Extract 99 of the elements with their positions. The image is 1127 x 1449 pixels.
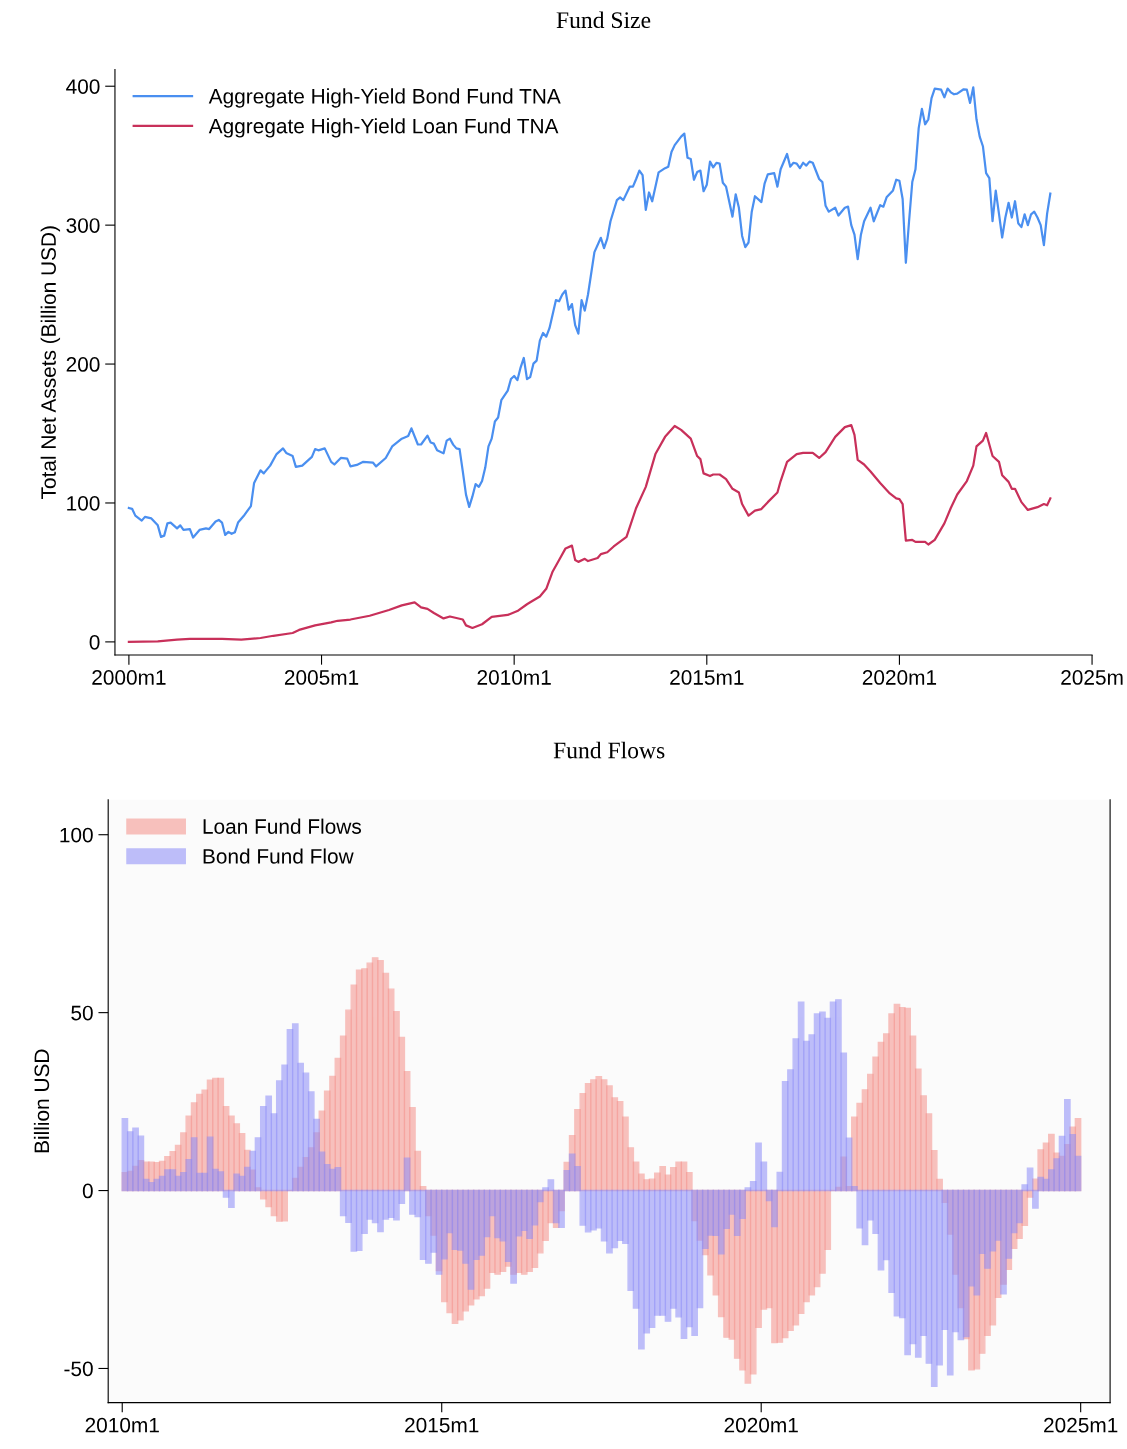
- bar: [691, 1189, 698, 1337]
- bar: [579, 1189, 587, 1226]
- chart-title: Fund Flows: [553, 741, 665, 759]
- bar: [478, 1189, 486, 1256]
- bar: [675, 1189, 683, 1318]
- x-tick-label: 2005m1: [284, 670, 359, 685]
- legend-label: Aggregate High-Yield Bond Fund TNA: [208, 88, 561, 108]
- bar: [169, 1169, 177, 1192]
- bar: [345, 1189, 352, 1223]
- bar: [526, 1189, 533, 1239]
- bar: [792, 1038, 800, 1192]
- bar: [904, 1007, 911, 1192]
- y-tick-label: 100: [60, 827, 93, 843]
- bar: [233, 1173, 241, 1192]
- y-tick-label: 0: [82, 1183, 93, 1199]
- bar: [936, 1178, 943, 1192]
- bar: [398, 1036, 406, 1192]
- bar: [313, 1118, 320, 1192]
- bar: [1016, 1189, 1023, 1224]
- x-tick-label: 2025m1: [1044, 1417, 1118, 1433]
- bar: [595, 1189, 603, 1229]
- bar: [973, 1189, 981, 1296]
- y-tick-label: 0: [89, 634, 100, 650]
- bar: [574, 1166, 581, 1192]
- bar: [217, 1171, 225, 1192]
- y-tick-label: -50: [64, 1361, 93, 1377]
- bar: [536, 1189, 544, 1203]
- y-tick-label: 100: [67, 495, 100, 511]
- bar: [1021, 1184, 1029, 1192]
- bar: [137, 1135, 145, 1192]
- bar: [382, 972, 390, 1192]
- bar: [904, 1189, 911, 1356]
- bar: [723, 1189, 730, 1229]
- line-series: [127, 424, 1052, 643]
- legend-label: Bond Fund Flow: [203, 848, 354, 864]
- x-tick-label: 2010m1: [85, 1417, 159, 1433]
- bar: [558, 1189, 565, 1228]
- bar: [707, 1189, 714, 1236]
- x-tick-label: 2020m1: [862, 670, 937, 685]
- bar: [824, 1189, 832, 1250]
- bar: [398, 1189, 406, 1205]
- bar: [760, 1161, 768, 1192]
- bar: [659, 1189, 667, 1316]
- bar: [1064, 1099, 1071, 1192]
- line-series: [127, 86, 1052, 539]
- bar: [627, 1147, 635, 1192]
- y-axis-title: Total Net Assets (Billion USD): [40, 226, 61, 499]
- bar: [393, 1189, 400, 1221]
- bar: [808, 1189, 816, 1296]
- bar: [430, 1189, 438, 1253]
- bar: [249, 1150, 257, 1192]
- bar: [952, 1189, 959, 1333]
- bar: [265, 1095, 273, 1192]
- bar: [856, 1189, 864, 1229]
- bar: [132, 1127, 139, 1192]
- bar: [414, 1150, 422, 1192]
- y-tick-label: 50: [71, 1005, 93, 1021]
- chart-title: Fund Size: [556, 11, 651, 29]
- bar: [228, 1189, 235, 1208]
- bar: [542, 1187, 549, 1192]
- bar: [281, 1189, 288, 1222]
- y-tick-label: 200: [66, 357, 100, 372]
- bar: [627, 1189, 635, 1291]
- bar: [771, 1189, 778, 1228]
- bar: [840, 1052, 848, 1192]
- bar: [845, 1137, 853, 1192]
- bar: [1026, 1167, 1034, 1192]
- bar: [1037, 1176, 1045, 1192]
- y-tick-label: 400: [66, 79, 100, 94]
- bar: [739, 1189, 746, 1220]
- legend-label: Loan Fund Flows: [203, 818, 361, 834]
- bar: [930, 1150, 938, 1192]
- bar: [872, 1189, 880, 1234]
- bar: [547, 1179, 555, 1192]
- bar: [659, 1166, 667, 1192]
- bar: [382, 1189, 390, 1220]
- x-tick-label: 2015m1: [670, 670, 744, 685]
- bar: [851, 1185, 858, 1192]
- bar: [462, 1189, 470, 1264]
- bar: [989, 1189, 997, 1252]
- bar: [792, 1189, 800, 1326]
- x-tick-label: 2020m1: [724, 1417, 798, 1433]
- bar: [643, 1189, 651, 1334]
- bar: [611, 1189, 619, 1249]
- x-tick-label: 2000m1: [92, 670, 166, 685]
- y-axis-title: Billion USD: [33, 1049, 50, 1153]
- y-tick-label: 300: [66, 218, 100, 233]
- bar: [1032, 1189, 1039, 1209]
- bar: [920, 1095, 927, 1192]
- x-tick-label: 2025m: [1061, 670, 1123, 685]
- bar: [936, 1189, 943, 1366]
- legend-label: Aggregate High-Yield Loan Fund TNA: [208, 118, 559, 138]
- bar: [685, 1172, 693, 1192]
- x-tick-label: 2010m1: [477, 670, 551, 685]
- bar: [366, 1189, 374, 1220]
- bar: [808, 1034, 816, 1192]
- bar: [297, 1062, 304, 1192]
- x-tick-label: 2015m1: [405, 1417, 479, 1433]
- bar: [403, 1157, 411, 1192]
